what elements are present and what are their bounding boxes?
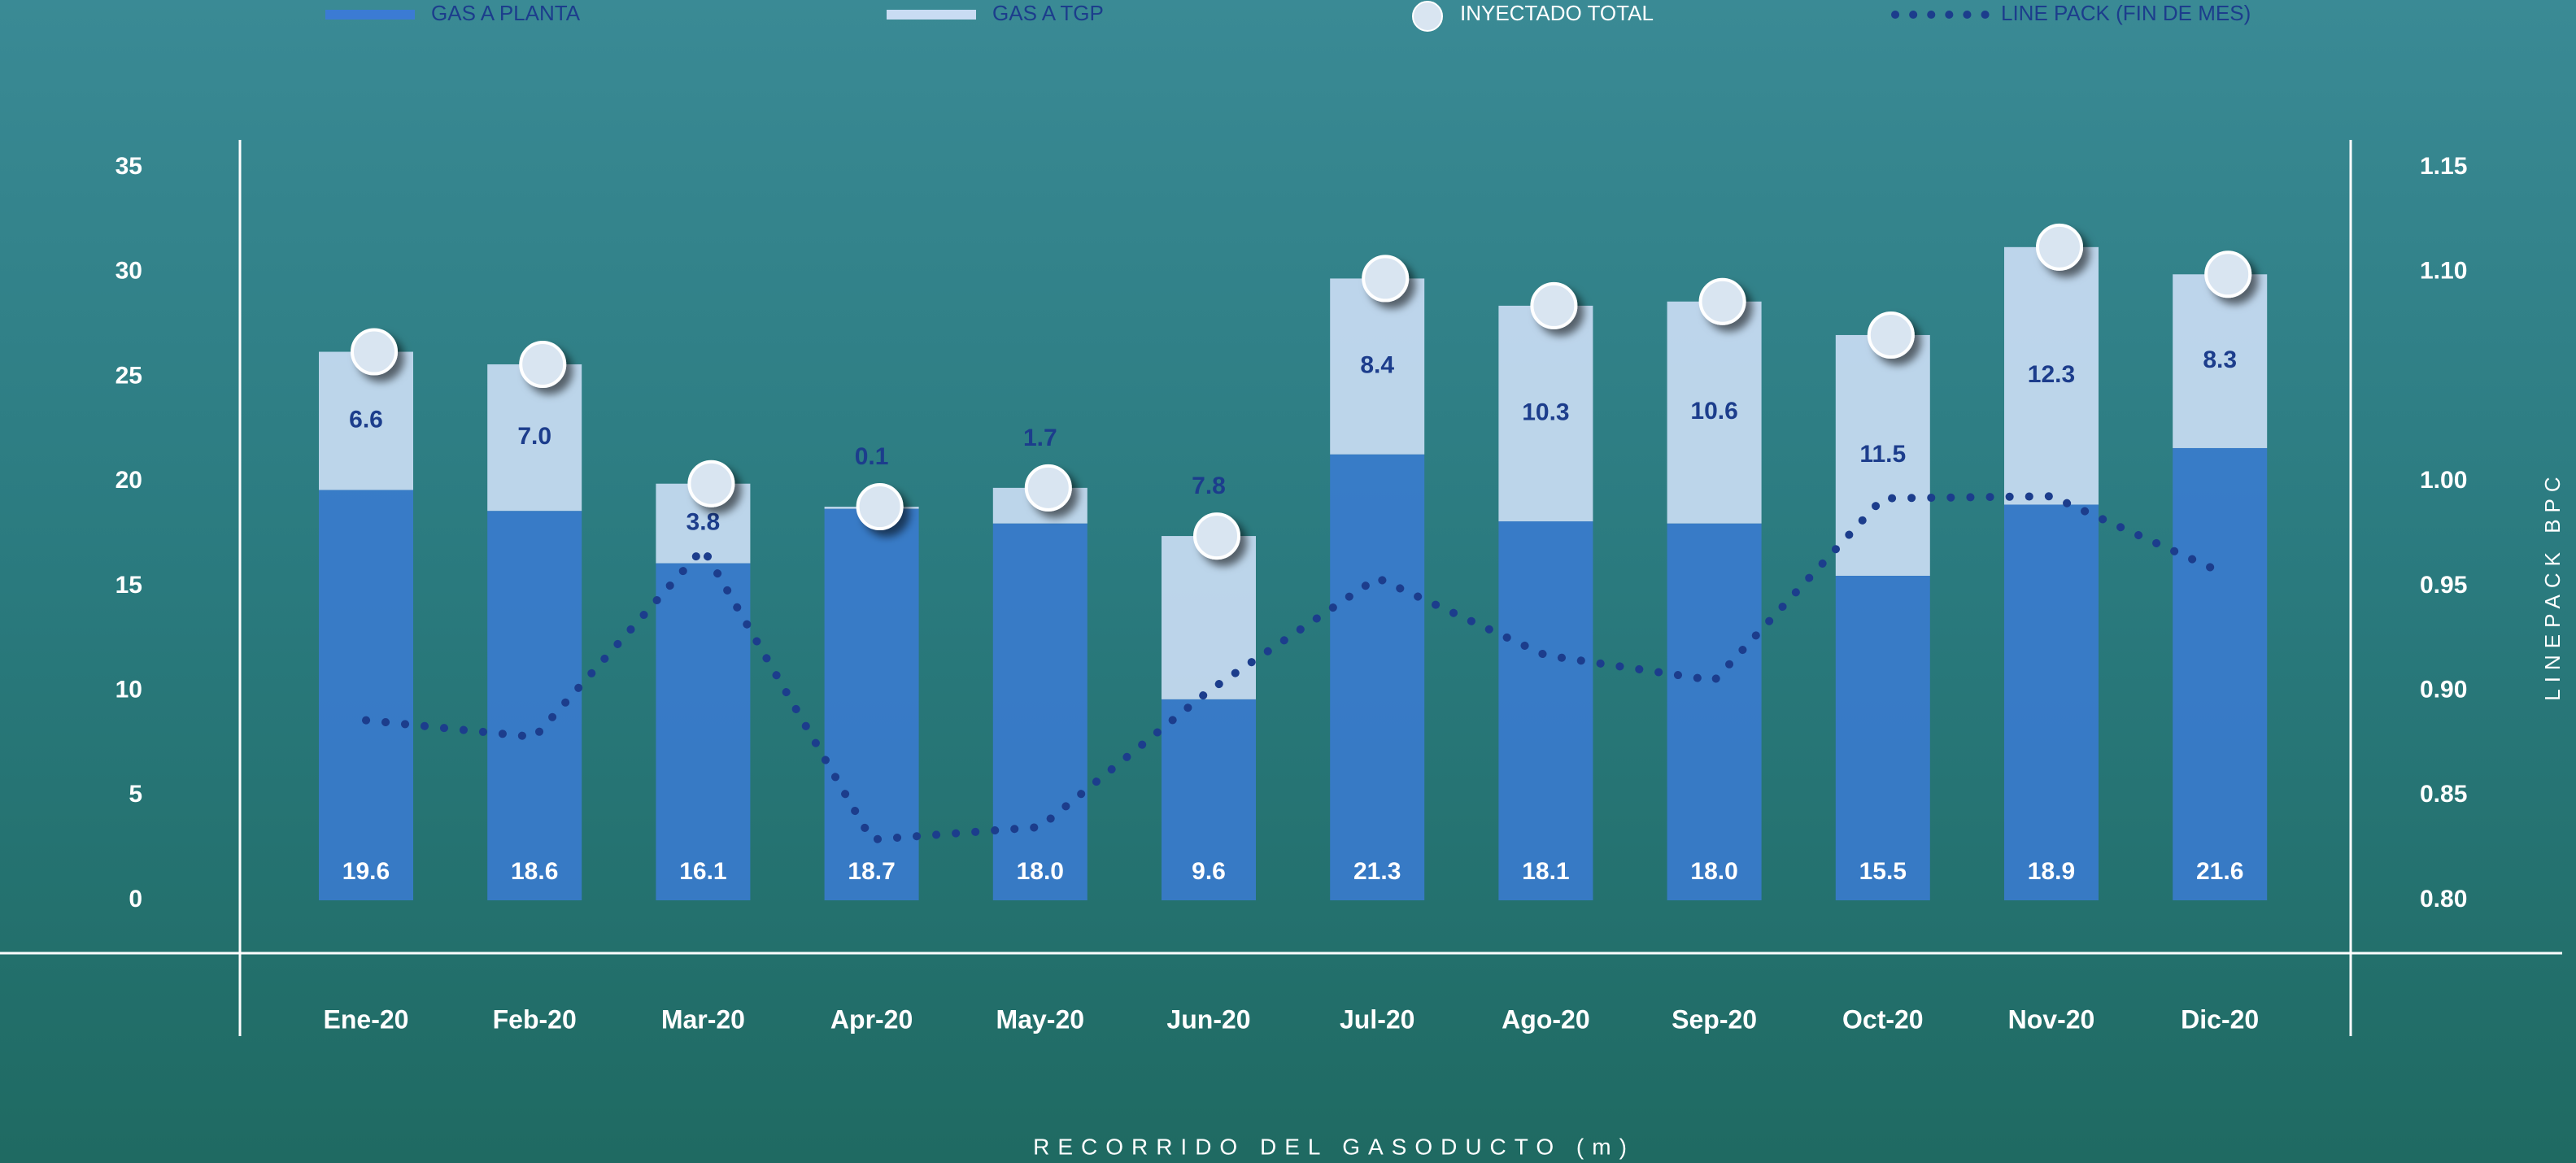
bar-segment (487, 364, 582, 512)
data-label: 18.9 (2028, 858, 2075, 885)
bar-segment (1498, 521, 1593, 900)
legend-label: GAS A PLANTA (431, 1, 581, 25)
bar-segment (992, 523, 1087, 900)
bar-segment (319, 351, 413, 490)
data-label: 1.7 (1023, 425, 1057, 451)
marker (519, 340, 567, 388)
x-tick-label: Sep-20 (1672, 1004, 1757, 1034)
data-label: 18.6 (511, 858, 558, 885)
x-tick-label: May-20 (996, 1004, 1085, 1034)
y2-tick-label: 0.85 (2420, 781, 2467, 808)
marker (1530, 281, 1578, 329)
data-label: 8.4 (1360, 351, 1394, 378)
y-tick-label: 15 (116, 572, 142, 599)
bar-segment (1162, 699, 1256, 900)
bar-segment (656, 563, 751, 900)
line (362, 492, 2225, 844)
x-tick-label: Mar-20 (661, 1004, 745, 1034)
data-label: 3.8 (686, 509, 721, 536)
y2-tick-label: 0.80 (2420, 886, 2467, 913)
marker (1867, 311, 1915, 359)
x-tick-label: Oct-20 (1842, 1004, 1924, 1034)
data-label: 15.5 (1859, 858, 1907, 885)
data-label: 18.1 (1522, 858, 1569, 885)
bar-segment (2173, 274, 2268, 448)
bar-segment (1330, 278, 1425, 455)
legend-label: GAS A TGP (992, 1, 1104, 25)
marker (1024, 464, 1072, 512)
x-tick-label: Ene-20 (324, 1004, 409, 1034)
legend-label: LINE PACK (FIN DE MES) (2001, 1, 2251, 25)
data-label: 11.5 (1859, 441, 1906, 468)
marker (856, 483, 904, 531)
bar-segment (824, 508, 919, 900)
data-label: 18.0 (1017, 858, 1064, 885)
bar-segment (1330, 454, 1425, 900)
marker (351, 328, 398, 376)
bar-segment (2173, 447, 2268, 900)
data-label: 0.1 (855, 443, 889, 470)
data-label: 10.3 (1522, 399, 1569, 425)
x-tick-label: Jun-20 (1166, 1004, 1250, 1034)
y2-tick-label: 0.95 (2420, 572, 2467, 599)
y-tick-label: 20 (116, 467, 142, 494)
y-tick-label: 25 (116, 362, 142, 389)
data-label: 18.7 (848, 858, 895, 885)
marker (687, 460, 735, 507)
legend-swatch (1412, 1, 1443, 32)
data-label: 12.3 (2028, 361, 2075, 388)
x-tick-label: Apr-20 (830, 1004, 913, 1034)
bar-segment (319, 490, 413, 900)
data-label: 6.6 (349, 406, 383, 433)
legend-label: INYECTADO TOTAL (1460, 1, 1654, 25)
y-tick-label: 5 (129, 781, 142, 808)
x-tick-label: Nov-20 (2008, 1004, 2095, 1034)
legend-swatch (325, 10, 415, 20)
bar-segment (2004, 246, 2099, 505)
data-label: 21.3 (1353, 858, 1401, 885)
marker (1193, 512, 1240, 560)
y2-tick-label: 1.15 (2420, 153, 2467, 180)
bar-segment (1667, 523, 1762, 900)
y2-tick-label: 1.00 (2420, 467, 2467, 494)
data-label: 16.1 (679, 858, 726, 885)
y-tick-label: 0 (129, 886, 142, 913)
y2-axis-title: LINEPACK BPC (2540, 470, 2565, 700)
data-label: 7.0 (517, 423, 551, 450)
x-tick-label: Ago-20 (1502, 1004, 1589, 1034)
bar-segment (2004, 504, 2099, 900)
marker (2204, 250, 2252, 298)
x-tick-label: Jul-20 (1340, 1004, 1414, 1034)
bar-segment (1835, 575, 1930, 900)
y-tick-label: 10 (116, 676, 142, 703)
data-label: 7.8 (1192, 473, 1226, 499)
x-tick-label: Feb-20 (493, 1004, 577, 1034)
data-label: 19.6 (342, 858, 390, 885)
data-label: 21.6 (2196, 858, 2243, 885)
marker (1362, 255, 1410, 303)
data-label: 10.6 (1690, 398, 1737, 425)
legend-swatch (887, 10, 976, 20)
data-label: 9.6 (1192, 858, 1226, 885)
y2-tick-label: 1.10 (2420, 258, 2467, 285)
marker (1698, 277, 1746, 325)
x-axis-title: RECORRIDO DEL GASODUCTO (m) (1033, 1134, 1635, 1159)
y2-tick-label: 0.90 (2420, 676, 2467, 703)
bar-segment (1667, 301, 1762, 524)
y-tick-label: 35 (116, 153, 142, 180)
bar-segment (1498, 305, 1593, 522)
bar-segment (1162, 536, 1256, 699)
data-label: 18.0 (1690, 858, 1737, 885)
marker (2036, 223, 2083, 271)
x-tick-label: Dic-20 (2181, 1004, 2259, 1034)
data-label: 8.3 (2203, 346, 2237, 373)
y-tick-label: 30 (116, 258, 142, 285)
